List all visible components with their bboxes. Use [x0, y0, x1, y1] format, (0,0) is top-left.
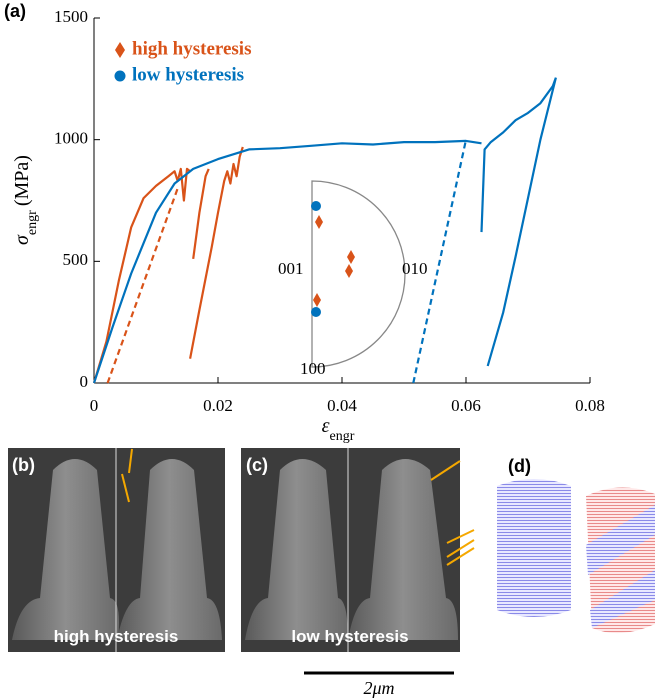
x-tick-label: 0.04 — [327, 396, 357, 415]
scale-bar-label: 2μm — [363, 678, 394, 698]
inset: 001 010 100 — [278, 181, 428, 378]
inset-outline — [312, 181, 405, 367]
y-tick-label: 1500 — [54, 7, 88, 26]
y-tick-label: 0 — [80, 372, 89, 391]
x-tick-label: 0.02 — [203, 396, 233, 415]
panel-label: (d) — [508, 456, 531, 476]
legend-label: high hysteresis — [132, 38, 251, 59]
inset-label: 100 — [300, 359, 326, 378]
line — [94, 147, 243, 383]
y-tick-label: 1000 — [54, 129, 88, 148]
sem-image-b: (b) high hysteresis — [8, 448, 225, 652]
y-tick-label: 500 — [63, 250, 89, 269]
inset-marker — [311, 307, 321, 317]
image-caption: low hysteresis — [291, 627, 408, 646]
sem-image-c: (c) low hysteresis — [241, 448, 474, 652]
figure: (a) 0 500 1000 1500 0 0.02 0.04 0.06 0.08 high hy… — [0, 0, 661, 698]
x-axis-label: εengr — [322, 415, 355, 444]
inset-label: 010 — [402, 259, 428, 278]
y-axis-label: σengr(MPa) — [11, 155, 40, 245]
legend-marker — [115, 71, 126, 82]
x-label-subscript: engr — [330, 429, 355, 444]
x-label-symbol: ε — [322, 415, 330, 437]
x-tick-label: 0.06 — [451, 396, 481, 415]
panel-label: (a) — [4, 1, 26, 21]
simulation-render: (d) — [497, 456, 655, 633]
inset-label: 001 — [278, 259, 304, 278]
panel-label: (c) — [246, 455, 268, 475]
x-tick-label: 0 — [90, 396, 99, 415]
cylinder — [497, 479, 571, 617]
inset-marker — [311, 201, 321, 211]
panel-label: (b) — [12, 455, 35, 475]
legend-label: low hysteresis — [132, 64, 244, 85]
x-tick-label: 0.08 — [575, 396, 605, 415]
legend-marker — [115, 42, 125, 58]
y-label-subscript: engr — [25, 210, 40, 235]
image-caption: high hysteresis — [54, 627, 179, 646]
y-label-unit: (MPa) — [11, 155, 33, 206]
